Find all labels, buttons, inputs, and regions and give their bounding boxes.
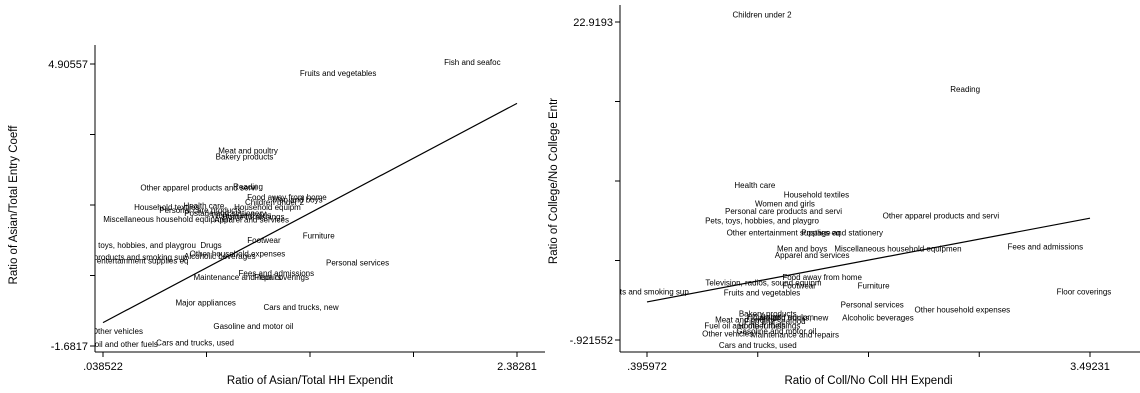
point-label: Footwear — [247, 236, 281, 245]
point-label: Fruits and vegetables — [300, 69, 377, 78]
point-label: Fish and seafoc — [444, 58, 500, 67]
point-label: Gasoline and motor oil — [213, 322, 293, 331]
point-label: Meat and poultry — [218, 147, 278, 156]
x-tick-label: .395972 — [627, 361, 667, 373]
point-label: Major appliances — [175, 299, 235, 308]
point-label: Pets, toys, hobbies, and playgro — [705, 216, 819, 225]
y-axis-title: Ratio of Asian/Total Entry Coeff — [8, 125, 20, 285]
point-labels: Children under 2 Reading Health care Househ… — [563, 10, 1112, 350]
point-label: Apparel and services — [214, 216, 289, 225]
point-label: Women and girls — [211, 211, 271, 220]
point-label: Drugs — [200, 241, 221, 250]
point-label: Bakery products — [739, 310, 797, 319]
x-tick-label: 2.38281 — [497, 361, 537, 373]
point-label: Fruits and vegetables — [724, 288, 801, 297]
point-label: Other apparel products and servi — [883, 212, 1000, 221]
point-label: Alcoholic beverages — [842, 314, 914, 323]
point-label: Other entertainment supplies eq — [727, 228, 841, 237]
point-label: Children under 2 — [245, 198, 305, 207]
point-label: Health care — [734, 181, 775, 190]
point-label: Fuel oil and other fuels — [704, 322, 785, 331]
fit-line — [102, 102, 518, 324]
point-label: Personal care products — [159, 206, 241, 215]
point-label: Tobacco products and smoking sup — [62, 253, 188, 262]
point-label: Household textiles — [784, 190, 849, 199]
point-label: Household equipm — [234, 203, 301, 212]
x-tick-label: .038522 — [83, 361, 123, 373]
point-label: Cars and trucks, new — [263, 303, 338, 312]
point-label: Bakery products — [216, 153, 274, 162]
point-label: Other entertainment supplies eq — [75, 256, 189, 265]
point-label: Personal care products and servi — [725, 207, 842, 216]
point-label: Television, radios, sound equipm — [705, 278, 821, 287]
point-label: Fees and admissions — [1008, 242, 1084, 251]
point-label: Personal services — [326, 258, 389, 267]
point-label: Postage and stationery — [184, 209, 266, 218]
point-label: Other household expenses — [190, 249, 286, 258]
chart-panel-2: .395972 3.49231 22.9193 -.921552 Ratio of Co… — [548, 5, 1140, 387]
point-label: Food away from home — [247, 193, 327, 202]
point-label: Maintenance and repairs — [751, 330, 839, 339]
point-label: Fuel oil and other fuels — [77, 340, 158, 349]
y-tick-label: -.921552 — [570, 335, 613, 347]
point-label: Maintenance and repairs — [193, 273, 281, 282]
x-axis-title: Ratio of Asian/Total HH Expendit — [227, 375, 394, 387]
x-tick-label: 3.49231 — [1070, 361, 1110, 373]
point-label: Postage and stationery — [801, 228, 883, 237]
y-tick-label: -1.6817 — [51, 341, 88, 353]
point-label: Reading — [233, 183, 263, 192]
point-label: Cars and trucks, used — [719, 341, 797, 350]
point-label: Household textiles — [134, 203, 199, 212]
point-label: Men and boys — [777, 244, 827, 253]
point-label: Footwear — [783, 282, 817, 291]
point-label: Cars and trucks, used — [156, 339, 234, 348]
point-label: Personal services — [841, 300, 904, 309]
point-labels: Fish and seafoc Fruits and vegetables Meat… — [62, 58, 501, 349]
point-label: Floor coverings — [1057, 288, 1112, 297]
point-label: Household equipm — [747, 313, 814, 322]
y-tick-label: 4.90557 — [48, 59, 88, 71]
point-label: Furniture — [858, 282, 891, 291]
point-label: Tobacco products and smoking sup — [563, 288, 689, 297]
chart-panel-1: .038522 2.38281 4.90557 -1.6817 Ratio of Asi… — [8, 45, 545, 387]
y-tick-label: 22.9193 — [573, 17, 613, 29]
point-label: Fish and seafood — [744, 317, 805, 326]
point-label: Food away from home — [782, 273, 862, 282]
point-label: Miscellaneous household equipmen — [103, 215, 230, 224]
point-label: Pets, toys, hobbies, and playgrou — [78, 241, 196, 250]
fit-line — [646, 217, 1091, 303]
point-label: Miscellaneous household equipmen — [834, 244, 961, 253]
point-label: Women and girls — [755, 200, 815, 209]
point-label: Other vehicles — [702, 330, 753, 339]
x-axis-title: Ratio of Coll/No Coll HH Expendi — [784, 375, 952, 387]
y-axis-title: Ratio of College/No College Entr — [548, 98, 560, 264]
point-label: Cars and trucks, new — [753, 314, 828, 323]
point-label: Health care — [183, 202, 224, 211]
point-label: Other vehicles — [92, 327, 143, 336]
point-label: Apparel and services — [775, 251, 850, 260]
point-label: Fees and admissions — [239, 269, 315, 278]
point-label: Other household expenses — [915, 306, 1011, 315]
point-label: Meat and poultry — [715, 316, 775, 325]
point-label: Drugs — [760, 312, 781, 321]
point-label: Home furnishings — [222, 213, 284, 222]
point-label: Furniture — [303, 231, 336, 240]
point-label: Gasoline and motor oil — [736, 327, 816, 336]
point-label: Other apparel products and servi — [140, 184, 257, 193]
point-label: Floor coverings — [254, 273, 309, 282]
point-label: Reading — [950, 85, 980, 94]
point-label: Men and boys — [272, 196, 322, 205]
point-label: Alcoholic beverages — [184, 252, 256, 261]
point-label: Home furnishings — [738, 322, 800, 331]
point-label: Children under 2 — [732, 10, 792, 19]
